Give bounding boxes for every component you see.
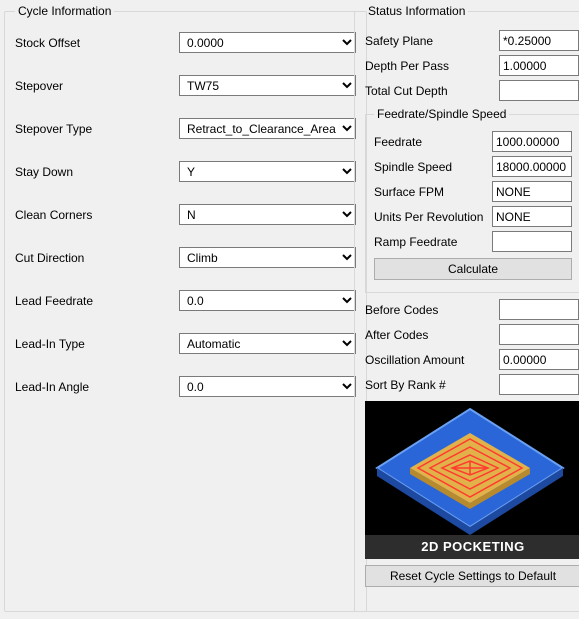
lead-in-angle-combo[interactable]: 0.0 (179, 376, 356, 397)
units-per-rev-input[interactable] (492, 206, 572, 227)
stock-offset-combo[interactable]: 0.0000 (179, 32, 356, 53)
spindle-speed-input[interactable] (492, 156, 572, 177)
cycle-preview-caption: 2D POCKETING (365, 535, 579, 559)
stepover-type-combo[interactable]: Retract_to_Clearance_Area (179, 118, 356, 139)
stay-down-combo[interactable]: Y (179, 161, 356, 182)
cut-direction-label: Cut Direction (15, 251, 173, 265)
stay-down-label: Stay Down (15, 165, 173, 179)
lead-feedrate-combo[interactable]: 0.0 (179, 290, 356, 311)
after-codes-label: After Codes (365, 328, 493, 342)
cycle-information-group: Cycle Information Stock Offset 0.0000 St… (4, 4, 367, 612)
feedrate-spindle-group: Feedrate/Spindle Speed Feedrate Spindle … (365, 107, 579, 293)
clean-corners-combo[interactable]: N (179, 204, 356, 225)
feedrate-label: Feedrate (374, 135, 486, 149)
depth-per-pass-input[interactable] (499, 55, 579, 76)
before-codes-label: Before Codes (365, 303, 493, 317)
oscillation-amount-input[interactable] (499, 349, 579, 370)
lead-feedrate-label: Lead Feedrate (15, 294, 173, 308)
feedrate-input[interactable] (492, 131, 572, 152)
stepover-type-label: Stepover Type (15, 122, 173, 136)
total-cut-depth-input[interactable] (499, 80, 579, 101)
status-information-legend: Status Information (365, 4, 468, 18)
safety-plane-input[interactable] (499, 30, 579, 51)
stepover-label: Stepover (15, 79, 173, 93)
sort-by-rank-label: Sort By Rank # (365, 378, 493, 392)
before-codes-input[interactable] (499, 299, 579, 320)
reset-cycle-settings-button[interactable]: Reset Cycle Settings to Default (365, 565, 579, 587)
lead-in-angle-label: Lead-In Angle (15, 380, 173, 394)
ramp-feedrate-input[interactable] (492, 231, 572, 252)
ramp-feedrate-label: Ramp Feedrate (374, 235, 486, 249)
stepover-combo[interactable]: TW75 (179, 75, 356, 96)
total-cut-depth-label: Total Cut Depth (365, 84, 493, 98)
surface-fpm-label: Surface FPM (374, 185, 486, 199)
stock-offset-label: Stock Offset (15, 36, 173, 50)
safety-plane-label: Safety Plane (365, 34, 493, 48)
surface-fpm-input[interactable] (492, 181, 572, 202)
cycle-preview-image: 2D POCKETING (365, 401, 579, 559)
feedrate-spindle-legend: Feedrate/Spindle Speed (374, 107, 509, 121)
units-per-rev-label: Units Per Revolution (374, 210, 486, 224)
cycle-information-legend: Cycle Information (15, 4, 114, 18)
cut-direction-combo[interactable]: Climb (179, 247, 356, 268)
depth-per-pass-label: Depth Per Pass (365, 59, 493, 73)
status-information-group: Status Information Safety Plane Depth Pe… (354, 4, 579, 612)
after-codes-input[interactable] (499, 324, 579, 345)
lead-in-type-label: Lead-In Type (15, 337, 173, 351)
sort-by-rank-input[interactable] (499, 374, 579, 395)
clean-corners-label: Clean Corners (15, 208, 173, 222)
lead-in-type-combo[interactable]: Automatic (179, 333, 356, 354)
spindle-speed-label: Spindle Speed (374, 160, 486, 174)
calculate-button[interactable]: Calculate (374, 258, 572, 280)
oscillation-amount-label: Oscillation Amount (365, 353, 493, 367)
